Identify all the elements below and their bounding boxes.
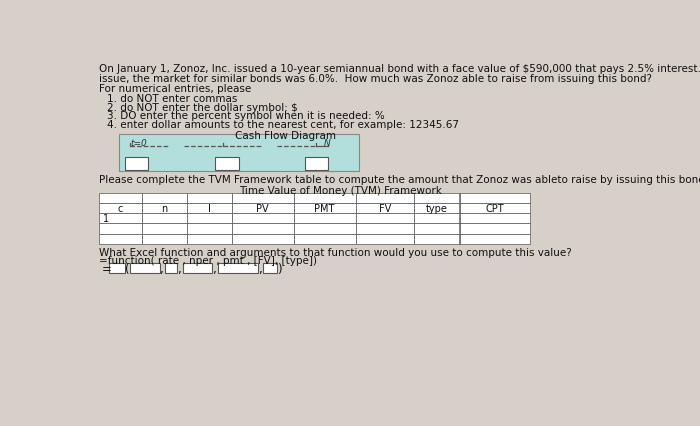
Bar [294, 194, 356, 204]
Text: N: N [324, 139, 330, 148]
Text: 4. enter dollar amounts to the nearest cent, for example: 12345.67: 4. enter dollar amounts to the nearest c… [107, 119, 459, 130]
Text: =function( rate , nper , pmt , [FV], [type]): =function( rate , nper , pmt , [FV], [ty… [99, 256, 317, 265]
Bar [304, 158, 328, 170]
Text: ...: ... [226, 139, 235, 149]
Bar [414, 224, 461, 234]
Bar [118, 135, 358, 172]
Bar [294, 214, 356, 224]
Bar [99, 234, 141, 244]
Text: 3. DO enter the percent symbol when it is needed: %: 3. DO enter the percent symbol when it i… [107, 111, 384, 121]
Bar [99, 204, 141, 214]
Bar [183, 264, 212, 273]
Bar [414, 194, 461, 204]
Bar [461, 234, 530, 244]
Bar [141, 214, 187, 224]
Bar [356, 214, 414, 224]
Text: =: = [102, 262, 111, 275]
Bar [130, 264, 160, 273]
Text: 1. do NOT enter commas: 1. do NOT enter commas [107, 94, 237, 104]
Bar [232, 204, 294, 214]
Bar [461, 194, 530, 204]
Bar [99, 214, 141, 224]
Bar [141, 224, 187, 234]
Bar [216, 158, 239, 170]
Text: CPT: CPT [486, 204, 505, 214]
Bar [263, 264, 277, 273]
Text: PV: PV [256, 204, 269, 214]
Text: I: I [208, 204, 211, 214]
Text: c: c [118, 204, 123, 214]
Text: n: n [161, 204, 167, 214]
Bar [356, 234, 414, 244]
Text: Time Value of Money (TVM) Framework: Time Value of Money (TVM) Framework [239, 186, 442, 196]
Text: 1: 1 [103, 214, 109, 224]
Bar [141, 204, 187, 214]
Bar [461, 204, 530, 214]
Text: What Excel function and arguments to that function would you use to compute this: What Excel function and arguments to tha… [99, 247, 572, 257]
Bar [99, 194, 141, 204]
Text: (: ( [125, 262, 130, 275]
Bar [232, 214, 294, 224]
Bar [414, 234, 461, 244]
Text: ,: , [160, 262, 163, 275]
Text: ,: , [258, 262, 262, 275]
Bar [141, 234, 187, 244]
Text: issue, the market for similar bonds was 6.0%.  How much was Zonoz able to raise : issue, the market for similar bonds was … [99, 73, 652, 83]
Bar [99, 224, 141, 234]
Bar [218, 264, 258, 273]
Text: t=0: t=0 [130, 139, 147, 148]
Text: type: type [426, 204, 448, 214]
Bar [187, 224, 232, 234]
Text: PMT: PMT [314, 204, 335, 214]
Bar [125, 158, 148, 170]
Text: ): ) [277, 262, 282, 275]
Text: Please complete the TVM Framework table to compute the amount that Zonoz was abl: Please complete the TVM Framework table … [99, 175, 700, 185]
Text: Cash Flow Diagram: Cash Flow Diagram [234, 131, 336, 141]
Text: For numerical entries, please: For numerical entries, please [99, 84, 251, 94]
Bar [294, 224, 356, 234]
Bar [461, 224, 530, 234]
Bar [461, 214, 530, 224]
Bar [294, 234, 356, 244]
Bar [356, 224, 414, 234]
Bar [294, 204, 356, 214]
Bar [232, 224, 294, 234]
Bar [356, 194, 414, 204]
Bar [356, 204, 414, 214]
Bar [187, 214, 232, 224]
Bar [187, 194, 232, 204]
Bar [232, 234, 294, 244]
Text: 2. do NOT enter the dollar symbol: $: 2. do NOT enter the dollar symbol: $ [107, 103, 298, 112]
Bar [414, 214, 461, 224]
Bar [109, 264, 125, 273]
Text: ,: , [177, 262, 181, 275]
Bar [187, 204, 232, 214]
Bar [187, 234, 232, 244]
Bar [232, 194, 294, 204]
Text: FV: FV [379, 204, 391, 214]
Bar [165, 264, 177, 273]
Bar [141, 194, 187, 204]
Bar [414, 204, 461, 214]
Text: ,: , [212, 262, 216, 275]
Text: On January 1, Zonoz, Inc. issued a 10-year semiannual bond with a face value of : On January 1, Zonoz, Inc. issued a 10-ye… [99, 64, 700, 74]
